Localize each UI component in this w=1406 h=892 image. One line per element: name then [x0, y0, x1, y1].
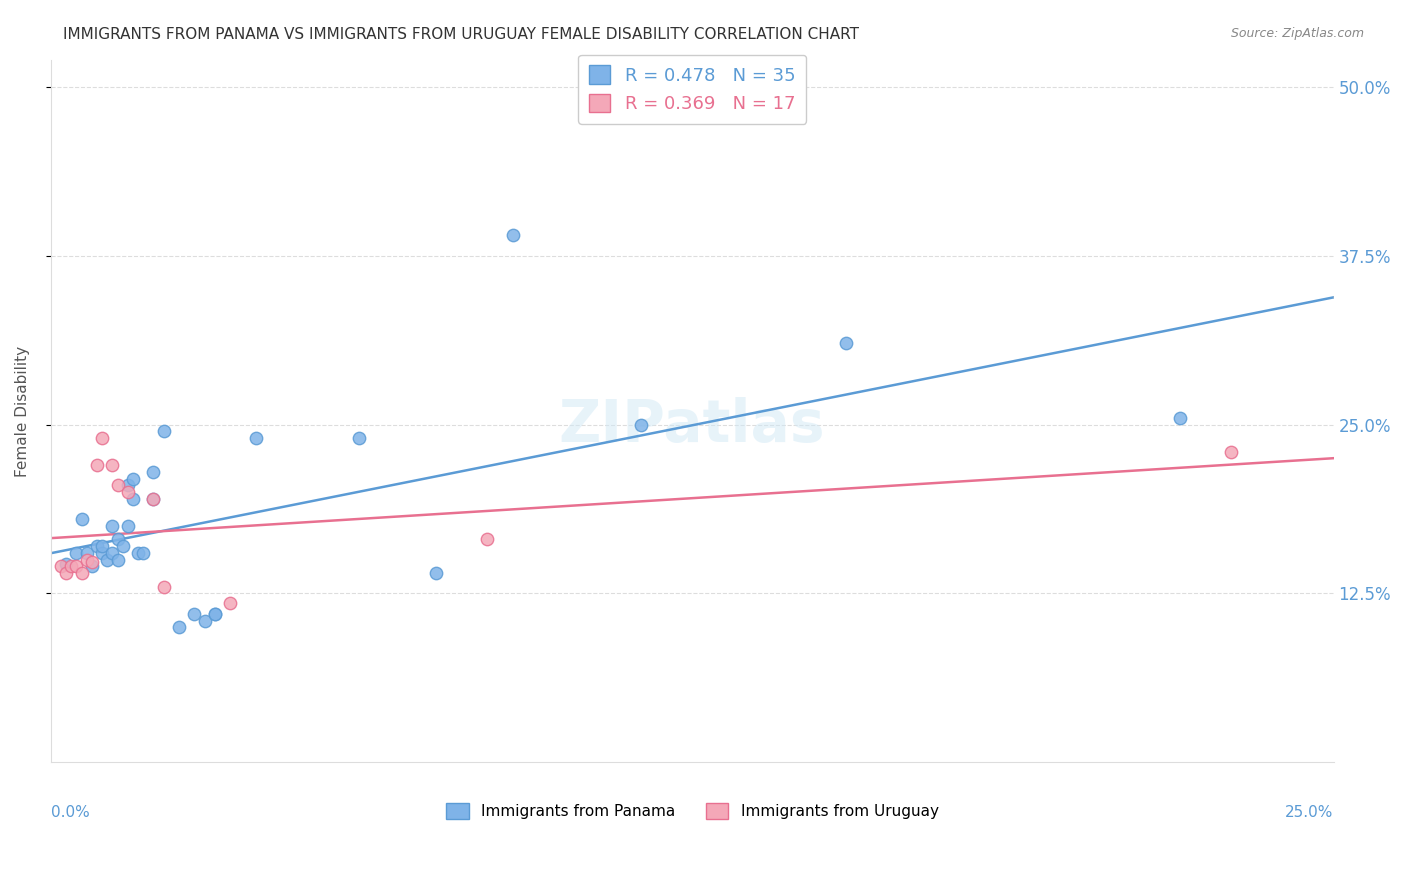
Text: IMMIGRANTS FROM PANAMA VS IMMIGRANTS FROM URUGUAY FEMALE DISABILITY CORRELATION : IMMIGRANTS FROM PANAMA VS IMMIGRANTS FRO…	[63, 27, 859, 42]
Point	[55, 557, 77, 571]
Point	[167, 620, 190, 634]
Point	[152, 580, 174, 594]
Point	[502, 228, 524, 243]
Legend: Immigrants from Panama, Immigrants from Uruguay: Immigrants from Panama, Immigrants from …	[440, 797, 945, 825]
Point	[101, 458, 124, 472]
Point	[1168, 410, 1191, 425]
Point	[204, 607, 226, 621]
Point	[204, 607, 226, 621]
Point	[425, 566, 447, 581]
Point	[91, 431, 114, 445]
Point	[101, 519, 124, 533]
Point	[107, 533, 129, 547]
Point	[49, 559, 72, 574]
Point	[194, 614, 217, 628]
Point	[1219, 444, 1241, 458]
Point	[142, 491, 165, 506]
Y-axis label: Female Disability: Female Disability	[15, 345, 30, 476]
Point	[142, 465, 165, 479]
Point	[65, 559, 87, 574]
Point	[86, 458, 108, 472]
Point	[86, 539, 108, 553]
Text: 25.0%: 25.0%	[1285, 805, 1333, 820]
Point	[127, 546, 149, 560]
Point	[91, 539, 114, 553]
Point	[70, 512, 93, 526]
Point	[76, 552, 98, 566]
Point	[65, 546, 87, 560]
Point	[107, 552, 129, 566]
Point	[152, 425, 174, 439]
Point	[183, 607, 205, 621]
Point	[111, 539, 134, 553]
Point	[219, 596, 242, 610]
Point	[122, 472, 145, 486]
Point	[107, 478, 129, 492]
Point	[96, 552, 118, 566]
Point	[132, 546, 155, 560]
Point	[142, 491, 165, 506]
Point	[60, 559, 83, 574]
Point	[117, 485, 139, 500]
Point	[835, 336, 858, 351]
Point	[55, 566, 77, 581]
Point	[475, 533, 498, 547]
Point	[117, 478, 139, 492]
Point	[630, 417, 652, 432]
Point	[70, 566, 93, 581]
Text: Source: ZipAtlas.com: Source: ZipAtlas.com	[1230, 27, 1364, 40]
Text: ZIPatlas: ZIPatlas	[558, 397, 825, 453]
Point	[245, 431, 267, 445]
Point	[76, 546, 98, 560]
Point	[91, 546, 114, 560]
Point	[117, 519, 139, 533]
Point	[101, 546, 124, 560]
Point	[122, 491, 145, 506]
Point	[80, 555, 103, 569]
Point	[347, 431, 370, 445]
Text: 0.0%: 0.0%	[51, 805, 90, 820]
Point	[80, 559, 103, 574]
